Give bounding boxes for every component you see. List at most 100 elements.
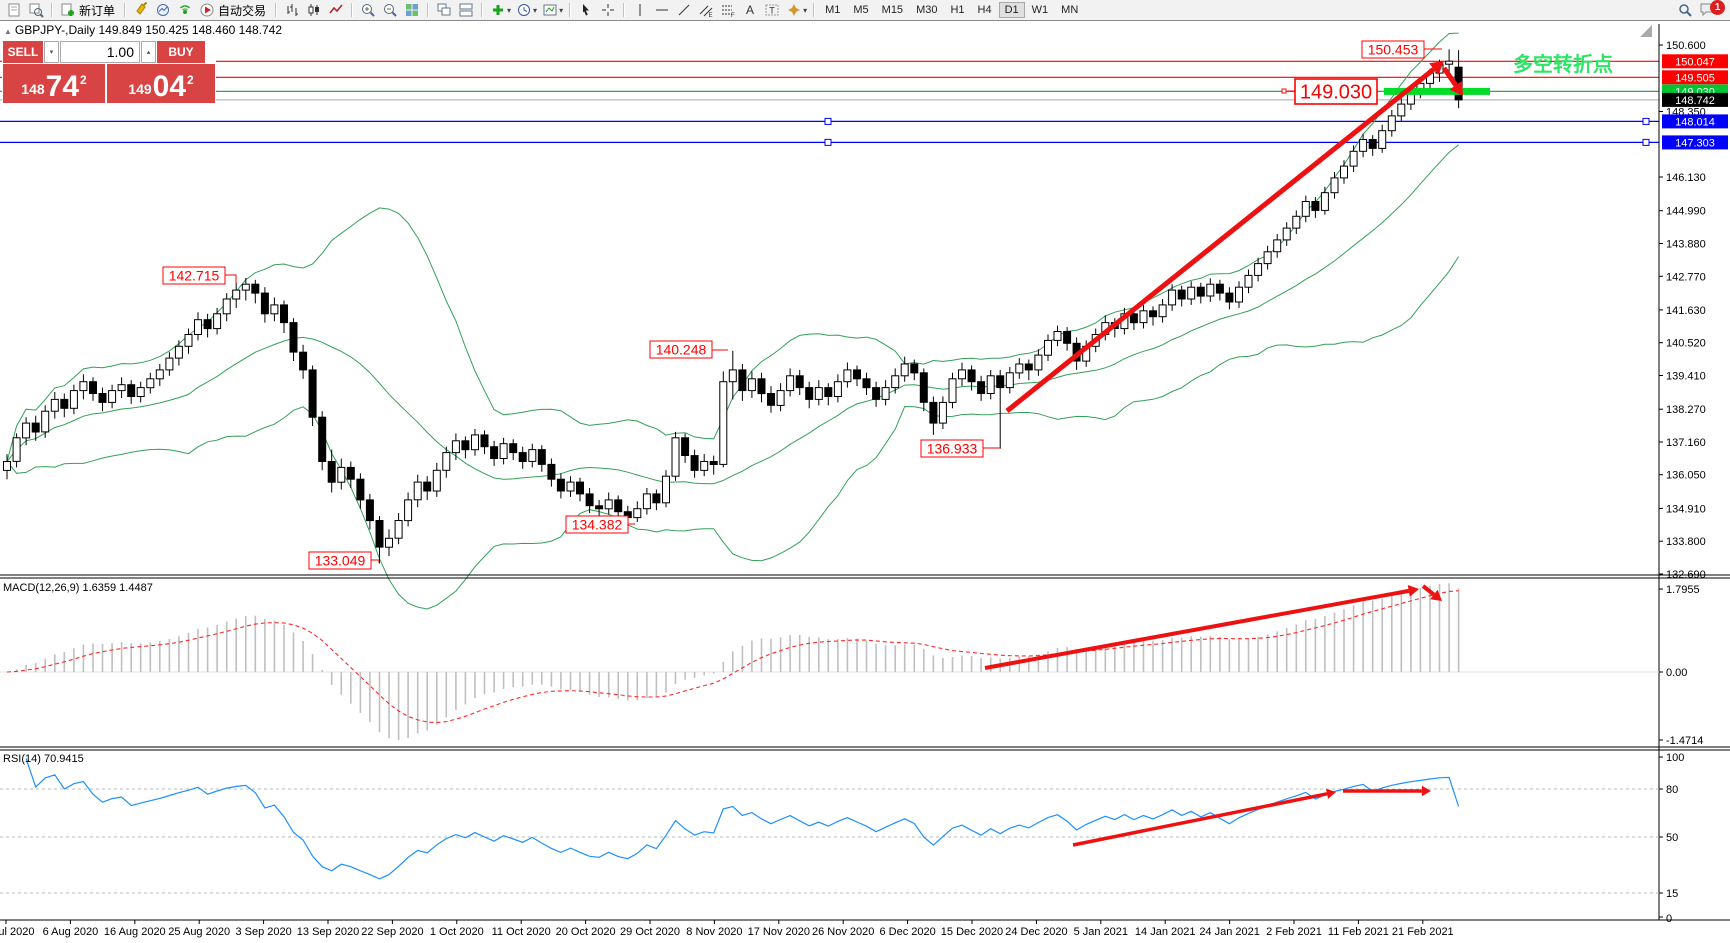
- buy-price-box[interactable]: 149 04 2: [107, 64, 215, 103]
- buy-button[interactable]: BUY: [157, 41, 205, 63]
- buy-price-pip: 2: [187, 73, 194, 87]
- label-icon[interactable]: T: [761, 1, 782, 19]
- callout-133.049[interactable]: 133.049: [308, 551, 380, 570]
- search-icon[interactable]: [1674, 1, 1695, 19]
- periods-icon[interactable]: [513, 1, 534, 19]
- callout-140.248[interactable]: 140.248: [649, 340, 728, 359]
- sell-price-prefix: 148: [21, 81, 45, 97]
- new-order-icon[interactable]: [57, 1, 78, 19]
- reversal-arrow-down[interactable]: [1441, 66, 1463, 96]
- signals-icon[interactable]: [174, 1, 195, 19]
- volume-up-button[interactable]: ▴: [141, 41, 156, 63]
- date-label: 15 Dec 2020: [941, 926, 1003, 938]
- date-label: 16 Aug 2020: [104, 926, 166, 938]
- macd-trend-arrow[interactable]: [984, 585, 1419, 670]
- volume-field[interactable]: 1.00: [60, 41, 140, 63]
- timeframe-w1[interactable]: W1: [1031, 4, 1049, 16]
- timeframe-d1[interactable]: D1: [998, 2, 1025, 18]
- timeframe-m1[interactable]: M1: [825, 4, 841, 16]
- expert-advisor-icon[interactable]: [152, 1, 173, 19]
- templates-icon-dropdown[interactable]: ▾: [559, 5, 564, 15]
- cascade-windows-icon[interactable]: [433, 1, 454, 19]
- cursor-icon[interactable]: [575, 1, 596, 19]
- templates-icon[interactable]: [539, 1, 560, 19]
- svg-text:134.910: 134.910: [1666, 503, 1706, 515]
- tile-windows-icon[interactable]: [401, 1, 422, 19]
- chart-note[interactable]: 多空转折点: [1513, 52, 1613, 76]
- toolbar-separator: [569, 3, 571, 17]
- zoom-in-icon[interactable]: [357, 1, 378, 19]
- rsi-trend-arrow[interactable]: [1072, 788, 1336, 847]
- macd-turn-arrow[interactable]: [1421, 584, 1442, 601]
- toolbar-separator: [124, 3, 126, 17]
- macd-label: MACD(12,26,9) 1.6359 1.4487: [3, 582, 153, 594]
- toolbar-separator: [623, 3, 625, 17]
- sell-button[interactable]: SELL: [3, 41, 43, 63]
- arrows-icon-dropdown[interactable]: ▾: [803, 5, 808, 15]
- svg-text:134.382: 134.382: [572, 517, 623, 533]
- candlestick-chart-icon[interactable]: [303, 1, 324, 19]
- sell-price-box[interactable]: 148 74 2: [3, 64, 105, 103]
- callout-142.715[interactable]: 142.715: [162, 266, 237, 285]
- line-chart-icon[interactable]: [325, 1, 346, 19]
- fibonacci-icon[interactable]: F: [717, 1, 738, 19]
- svg-text:144.990: 144.990: [1666, 206, 1706, 218]
- date-label: 11 Oct 2020: [492, 926, 551, 938]
- hline-147.303[interactable]: [0, 138, 1659, 146]
- timeframe-m15[interactable]: M15: [881, 4, 904, 16]
- text-icon[interactable]: A: [739, 1, 760, 19]
- print-preview-icon[interactable]: [25, 1, 46, 19]
- arrange-windows-icon[interactable]: [455, 1, 476, 19]
- callout-136.933[interactable]: 136.933: [920, 439, 1000, 458]
- indicators-icon[interactable]: [487, 1, 508, 19]
- buy-price-prefix: 149: [128, 81, 152, 97]
- chart-window-icon[interactable]: [3, 1, 24, 19]
- callout-134.382[interactable]: 134.382: [565, 515, 635, 534]
- callout-149.030[interactable]: 149.030: [1281, 78, 1378, 105]
- svg-text:142.770: 142.770: [1666, 271, 1706, 283]
- callout-150.453[interactable]: 150.453: [1361, 40, 1442, 59]
- channel-icon[interactable]: E: [695, 1, 716, 19]
- svg-text:0.00: 0.00: [1666, 667, 1687, 679]
- svg-text:133.049: 133.049: [315, 553, 366, 569]
- horizontal-line-icon[interactable]: [651, 1, 672, 19]
- date-label: 5 Jan 2021: [1074, 926, 1128, 938]
- volume-down-button[interactable]: ▾: [44, 41, 59, 63]
- toolbar-separator: [481, 3, 483, 17]
- date-label: 2 Feb 2021: [1266, 926, 1322, 938]
- support-zone-bar[interactable]: [1384, 87, 1490, 95]
- trendline-icon[interactable]: [673, 1, 694, 19]
- date-label: 13 Sep 2020: [297, 926, 359, 938]
- candles: [3, 49, 1463, 564]
- timeframe-m5[interactable]: M5: [853, 4, 869, 16]
- timeframe-m30[interactable]: M30: [916, 4, 938, 16]
- indicators-icon-dropdown[interactable]: ▾: [507, 5, 512, 15]
- date-label: 6 Dec 2020: [879, 926, 935, 938]
- zoom-out-icon[interactable]: [379, 1, 400, 19]
- rsi-flat-arrow[interactable]: [1343, 785, 1431, 797]
- svg-text:T: T: [769, 6, 775, 16]
- vertical-line-icon[interactable]: [629, 1, 650, 19]
- periods-icon-dropdown[interactable]: ▾: [533, 5, 538, 15]
- trend-arrow-up[interactable]: [1005, 61, 1444, 413]
- cleanup-icon[interactable]: [130, 1, 151, 19]
- timeframe-mn[interactable]: MN: [1061, 4, 1079, 16]
- hline-148.014[interactable]: [0, 117, 1659, 125]
- timeframe-h1[interactable]: H1: [950, 4, 965, 16]
- bar-chart-icon[interactable]: [281, 1, 302, 19]
- notifications-icon[interactable]: 1: [1699, 0, 1725, 19]
- date-label: 6 Aug 2020: [43, 926, 99, 938]
- svg-text:E: E: [708, 13, 712, 18]
- svg-text:141.630: 141.630: [1666, 305, 1706, 317]
- timeframe-h4[interactable]: H4: [977, 4, 992, 16]
- macd-signal-line: [6, 590, 1459, 724]
- crosshair-icon[interactable]: [597, 1, 618, 19]
- toolbar-separator: [813, 3, 815, 17]
- arrows-icon[interactable]: [783, 1, 804, 19]
- auto-trading-icon[interactable]: [196, 1, 217, 19]
- price-label-148.742: 148.742: [1662, 92, 1728, 107]
- trade-widget: SELL ▾ 1.00 ▴ BUY 148 74 2 149 04 2: [2, 40, 216, 104]
- svg-text:-1.4714: -1.4714: [1666, 735, 1703, 747]
- date-label: 24 Dec 2020: [1005, 926, 1067, 938]
